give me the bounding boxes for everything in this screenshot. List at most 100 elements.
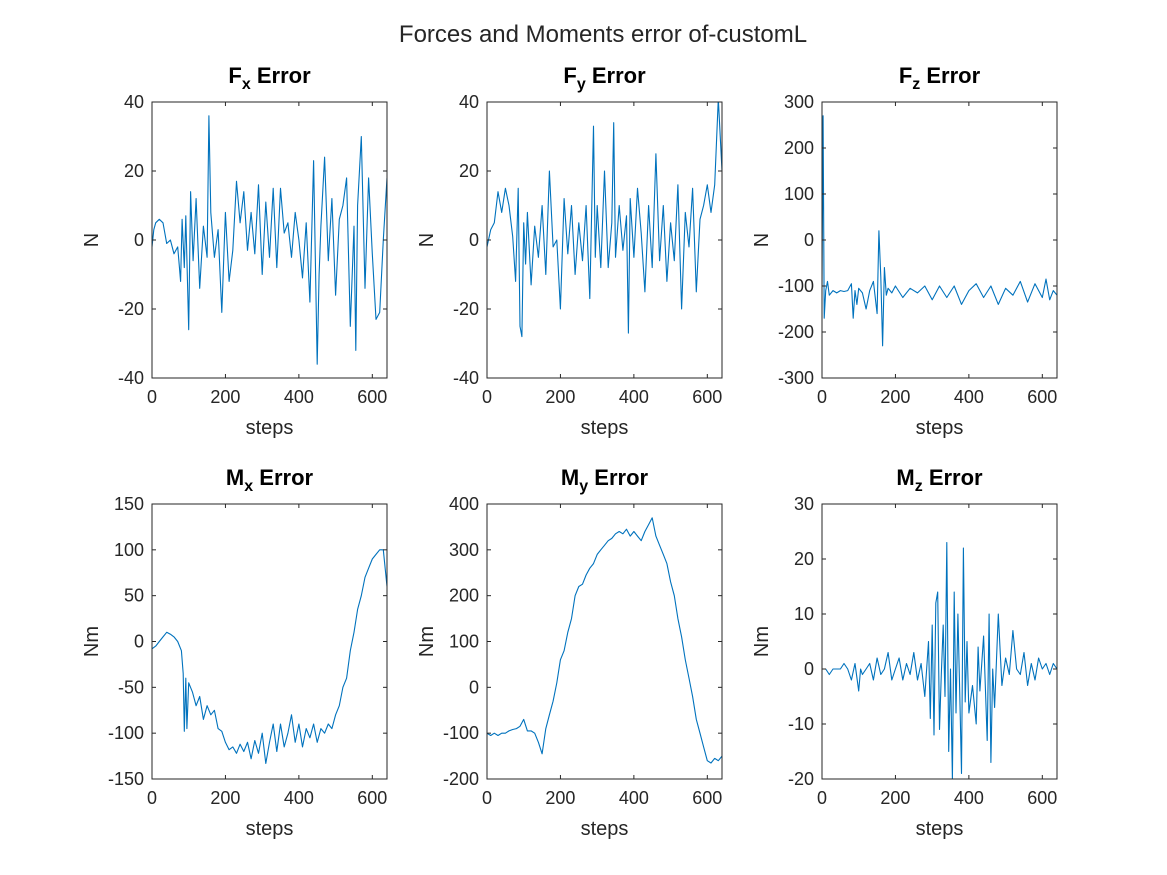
x-tick-label: 200 <box>545 788 575 808</box>
x-tick-label: 600 <box>1027 788 1057 808</box>
title-main: M <box>561 465 579 490</box>
y-tick-label: 100 <box>114 540 144 560</box>
y-tick-label: 10 <box>794 604 814 624</box>
series-line-1 <box>822 115 1057 347</box>
x-tick-label: 200 <box>880 387 910 407</box>
x-tick-label: 600 <box>357 387 387 407</box>
y-tick-label: 40 <box>124 92 144 112</box>
x-tick-label: 400 <box>954 788 984 808</box>
subplot-2: 0 200 400 600 -40 -20 0 20 40 steps N Fy Error <box>416 63 723 439</box>
x-axis-label: steps <box>246 818 294 840</box>
x-tick-label: 0 <box>147 387 157 407</box>
subplot-title: Mz Error <box>896 465 983 495</box>
x-tick-label: 0 <box>147 788 157 808</box>
y-tick-label: -200 <box>778 322 814 342</box>
x-tick-label: 400 <box>619 788 649 808</box>
x-tick-label: 200 <box>880 788 910 808</box>
y-tick-label: 300 <box>784 92 814 112</box>
plot-area <box>821 101 1058 379</box>
subplot-6: 0 200 400 600 -20 -10 0 10 20 30 steps Nm Mz Error <box>751 465 1058 840</box>
title-main: F <box>899 63 912 88</box>
y-tick-label: 20 <box>794 549 814 569</box>
y-axis-label: Nm <box>416 626 438 657</box>
y-tick-label: 100 <box>449 632 479 652</box>
y-axis-label: N <box>81 233 103 247</box>
x-tick-label: 0 <box>482 387 492 407</box>
y-tick-label: 20 <box>124 161 144 181</box>
y-tick-label: 200 <box>449 586 479 606</box>
title-rest: Error <box>588 465 648 490</box>
y-tick-label: 0 <box>134 632 144 652</box>
y-tick-label: -40 <box>118 368 144 388</box>
x-tick-label: 600 <box>1027 387 1057 407</box>
series-line-1 <box>152 115 387 365</box>
x-tick-label: 600 <box>357 788 387 808</box>
subplot-title: Mx Error <box>226 465 314 495</box>
y-tick-label: 40 <box>459 92 479 112</box>
y-tick-label: -20 <box>118 299 144 319</box>
subplot-5: 0 200 400 600 -200 -100 0 100 200 300 400 steps Nm My… <box>416 465 723 840</box>
title-rest: Error <box>251 63 311 88</box>
x-tick-label: 400 <box>284 788 314 808</box>
y-tick-label: 100 <box>784 184 814 204</box>
title-subscript: z <box>915 478 923 495</box>
x-tick-label: 0 <box>817 788 827 808</box>
y-tick-label: 0 <box>804 659 814 679</box>
subplot-title: My Error <box>561 465 649 495</box>
y-tick-label: 400 <box>449 494 479 514</box>
title-subscript: z <box>912 76 920 93</box>
y-tick-label: 20 <box>459 161 479 181</box>
title-rest: Error <box>586 63 646 88</box>
y-tick-label: -40 <box>453 368 479 388</box>
title-main: F <box>228 63 241 88</box>
series-line-1 <box>822 541 1057 779</box>
x-tick-label: 200 <box>545 387 575 407</box>
title-rest: Error <box>920 63 980 88</box>
y-tick-label: -200 <box>443 769 479 789</box>
title-subscript: x <box>244 478 253 495</box>
x-tick-label: 400 <box>284 387 314 407</box>
title-main: M <box>226 465 244 490</box>
subplot-3: 0 200 400 600 -300 -200 -100 0 100 200 300 steps N Fz… <box>751 63 1058 439</box>
subplot-title: Fy Error <box>563 63 646 93</box>
x-axis-label: steps <box>581 818 629 840</box>
plot-area <box>151 101 388 379</box>
title-main: M <box>896 465 914 490</box>
y-tick-label: 30 <box>794 494 814 514</box>
subplot-1: 0 200 400 600 -40 -20 0 20 40 steps N Fx Error <box>81 63 388 439</box>
plot-area <box>151 503 388 780</box>
figure-title: Forces and Moments error of-customL <box>399 21 807 48</box>
title-subscript: y <box>577 76 586 93</box>
title-subscript: y <box>579 478 588 495</box>
x-tick-label: 0 <box>482 788 492 808</box>
title-rest: Error <box>253 465 313 490</box>
plot-area <box>821 503 1058 780</box>
x-tick-label: 400 <box>619 387 649 407</box>
y-tick-label: -100 <box>778 276 814 296</box>
x-tick-label: 400 <box>954 387 984 407</box>
axes-box <box>821 503 1058 780</box>
title-main: F <box>563 63 576 88</box>
title-subscript: x <box>242 76 251 93</box>
series-line-1 <box>487 102 722 338</box>
y-tick-label: -100 <box>443 723 479 743</box>
y-tick-label: -100 <box>108 723 144 743</box>
y-tick-label: 150 <box>114 494 144 514</box>
series-line-1 <box>152 549 387 764</box>
x-tick-label: 200 <box>210 788 240 808</box>
y-tick-label: 0 <box>469 230 479 250</box>
x-axis-label: steps <box>581 417 629 439</box>
y-tick-label: -20 <box>788 769 814 789</box>
y-tick-label: 300 <box>449 540 479 560</box>
y-tick-label: -10 <box>788 714 814 734</box>
x-tick-label: 600 <box>692 788 722 808</box>
y-tick-label: -300 <box>778 368 814 388</box>
series-line-1 <box>487 517 722 764</box>
y-tick-label: 200 <box>784 138 814 158</box>
x-tick-label: 600 <box>692 387 722 407</box>
y-axis-label: Nm <box>81 626 103 657</box>
x-axis-label: steps <box>246 417 294 439</box>
y-tick-label: -150 <box>108 769 144 789</box>
